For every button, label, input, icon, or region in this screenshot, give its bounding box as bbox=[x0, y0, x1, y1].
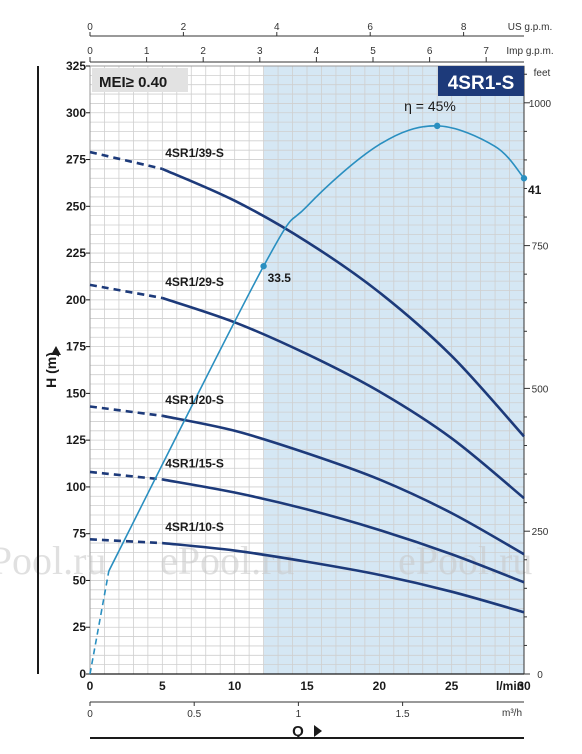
curve-label-4SR1/20-S: 4SR1/20-S bbox=[165, 393, 224, 407]
x-unit-label: l/min bbox=[496, 679, 524, 693]
head-curve-dashed-4SR1/15-S bbox=[89, 470, 163, 481]
us-gpm-tick-label: 8 bbox=[461, 22, 467, 33]
us-gpm-tick-label: 0 bbox=[87, 22, 93, 33]
m3h-tick-label: 1.5 bbox=[396, 709, 410, 720]
x-axis-arrow-icon bbox=[314, 725, 322, 737]
y-axis-title: H (m) bbox=[43, 352, 59, 388]
y-tick-label: 325 bbox=[66, 59, 86, 73]
watermark-text: ePool.ru bbox=[0, 538, 106, 583]
x-axis-title: Q bbox=[292, 723, 304, 740]
imp-gpm-tick-label: 6 bbox=[427, 46, 433, 57]
feet-tick-label: 750 bbox=[532, 242, 549, 253]
y-tick-label: 100 bbox=[66, 480, 86, 494]
x-tick-label: 30 bbox=[517, 679, 531, 693]
imp-gpm-tick-label: 7 bbox=[483, 46, 489, 57]
head-curve-4SR1/20-S bbox=[162, 414, 525, 556]
y-axis-arrow-icon bbox=[51, 346, 61, 355]
y-tick-label: 250 bbox=[66, 199, 86, 213]
efficiency-marker-label: 33.5 bbox=[268, 271, 292, 285]
y-tick-label: 25 bbox=[73, 620, 87, 634]
x-tick-label: 0 bbox=[87, 679, 94, 693]
curve-label-4SR1/10-S: 4SR1/10-S bbox=[165, 520, 224, 534]
imp-gpm-unit: Imp g.p.m. bbox=[506, 46, 553, 57]
x-tick-label: 15 bbox=[300, 679, 314, 693]
us-gpm-tick-label: 6 bbox=[367, 22, 373, 33]
imp-gpm-tick-label: 3 bbox=[257, 46, 263, 57]
curve-label-4SR1/15-S: 4SR1/15-S bbox=[165, 456, 224, 470]
curve-label-4SR1/29-S: 4SR1/29-S bbox=[165, 275, 224, 289]
efficiency-curve bbox=[108, 125, 525, 572]
y-tick-label: 75 bbox=[73, 527, 87, 541]
us-gpm-unit: US g.p.m. bbox=[508, 22, 552, 33]
efficiency-marker-label: 41 bbox=[528, 183, 542, 197]
feet-tick-label: 500 bbox=[532, 384, 549, 395]
y-tick-label: 300 bbox=[66, 106, 86, 120]
imp-gpm-tick-label: 2 bbox=[200, 46, 206, 57]
imp-gpm-tick-label: 4 bbox=[314, 46, 320, 57]
y-tick-label: 175 bbox=[66, 340, 86, 354]
efficiency-label: η = 45% bbox=[404, 98, 456, 114]
us-gpm-tick-label: 4 bbox=[274, 22, 280, 33]
y-tick-label: 125 bbox=[66, 433, 86, 447]
y-tick-label: 150 bbox=[66, 386, 86, 400]
mei-box bbox=[92, 68, 188, 92]
head-curve-dashed-4SR1/20-S bbox=[89, 405, 163, 418]
m3h-tick-label: 0.5 bbox=[187, 709, 201, 720]
head-curve-4SR1/29-S bbox=[161, 296, 525, 500]
curve-label-4SR1/39-S: 4SR1/39-S bbox=[165, 146, 224, 160]
imp-gpm-tick-label: 1 bbox=[144, 46, 150, 57]
y-tick-label: 0 bbox=[79, 667, 86, 681]
efficiency-curve-dashed bbox=[89, 570, 110, 675]
head-curve-4SR1/39-S bbox=[161, 167, 525, 438]
feet-tick-label: 1000 bbox=[529, 99, 552, 110]
us-gpm-tick-label: 2 bbox=[181, 22, 187, 33]
head-curve-4SR1/10-S bbox=[162, 541, 525, 614]
m3h-tick-label: 1 bbox=[296, 709, 302, 720]
x-tick-label: 25 bbox=[445, 679, 459, 693]
y-tick-label: 50 bbox=[73, 573, 87, 587]
m3h-tick-label: 0 bbox=[87, 709, 93, 720]
feet-tick-label: 250 bbox=[532, 527, 549, 538]
head-curve-dashed-4SR1/39-S bbox=[89, 150, 163, 171]
chart-title: 4SR1-S bbox=[448, 73, 515, 94]
feet-unit: feet bbox=[534, 68, 551, 79]
mei-label: MEI≥ 0.40 bbox=[99, 74, 167, 91]
y-tick-label: 200 bbox=[66, 293, 86, 307]
title-box bbox=[438, 66, 524, 96]
x-tick-label: 20 bbox=[373, 679, 387, 693]
m3h-unit: m³/h bbox=[502, 708, 522, 719]
efficiency-marker bbox=[520, 175, 528, 182]
efficiency-marker bbox=[260, 262, 267, 270]
y-tick-label: 225 bbox=[66, 246, 86, 260]
x-tick-label: 5 bbox=[159, 679, 166, 693]
y-tick-label: 275 bbox=[66, 153, 86, 167]
head-curve-4SR1/15-S bbox=[162, 478, 525, 584]
imp-gpm-tick-label: 5 bbox=[370, 46, 376, 57]
efficiency-marker bbox=[434, 122, 441, 130]
feet-tick-label: 0 bbox=[537, 670, 543, 681]
head-curve-dashed-4SR1/29-S bbox=[89, 283, 163, 300]
imp-gpm-tick-label: 0 bbox=[87, 46, 93, 57]
head-curve-dashed-4SR1/10-S bbox=[89, 538, 163, 545]
x-tick-label: 10 bbox=[228, 679, 242, 693]
